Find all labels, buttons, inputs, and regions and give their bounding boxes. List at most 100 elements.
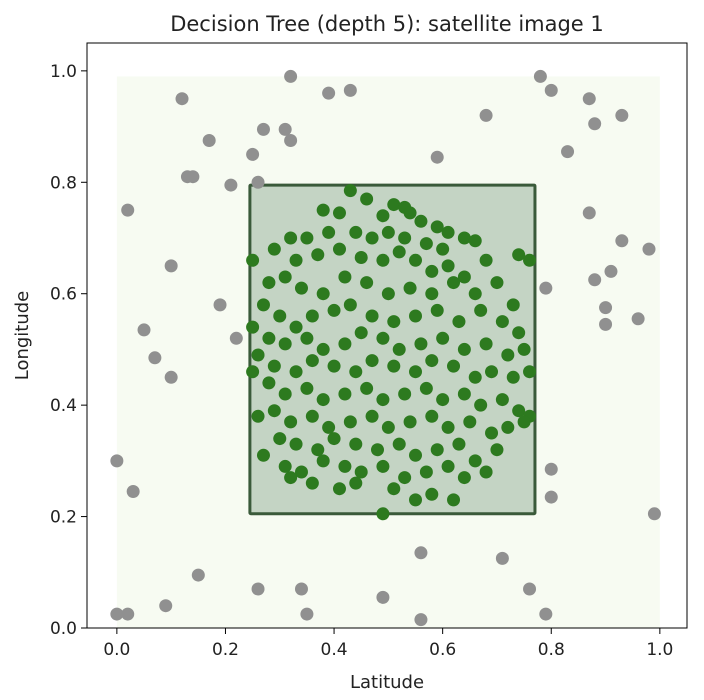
scatter-point-inside: [447, 359, 461, 373]
scatter-point-outside: [148, 351, 162, 365]
scatter-point-inside: [392, 342, 406, 356]
x-tick-label: 0.4: [321, 640, 348, 660]
scatter-point-inside: [501, 420, 515, 434]
scatter-point-inside: [365, 309, 379, 323]
scatter-point-inside: [289, 437, 303, 451]
y-tick-label: 0.8: [50, 173, 77, 193]
scatter-point-inside: [246, 365, 260, 379]
scatter-point-inside: [409, 365, 423, 379]
scatter-point-inside: [267, 359, 281, 373]
scatter-point-inside: [430, 220, 444, 234]
scatter-point-inside: [457, 231, 471, 245]
scatter-point-inside: [305, 309, 319, 323]
scatter-point-inside: [381, 225, 395, 239]
scatter-point-inside: [414, 337, 428, 351]
scatter-point-outside: [121, 607, 135, 621]
scatter-point-outside: [229, 331, 243, 345]
scatter-point-outside: [121, 203, 135, 217]
scatter-point-outside: [642, 242, 656, 256]
scatter-point-inside: [322, 420, 336, 434]
scatter-point-inside: [398, 387, 412, 401]
scatter-point-outside: [615, 234, 629, 248]
scatter-point-inside: [251, 409, 265, 423]
scatter-point-inside: [262, 331, 276, 345]
scatter-point-inside: [409, 253, 423, 267]
scatter-point-inside: [278, 337, 292, 351]
scatter-point-outside: [284, 69, 298, 83]
scatter-point-inside: [316, 342, 330, 356]
scatter-point-inside: [409, 493, 423, 507]
y-tick-label: 0.0: [50, 619, 77, 639]
decision-region: [248, 183, 537, 516]
scatter-point-inside: [273, 432, 287, 446]
x-tick-label: 1.0: [646, 640, 673, 660]
scatter-point-inside: [278, 459, 292, 473]
scatter-point-inside: [387, 315, 401, 329]
scatter-point-inside: [294, 465, 308, 479]
scatter-point-inside: [327, 303, 341, 317]
scatter-point-inside: [398, 471, 412, 485]
y-tick-label: 0.6: [50, 285, 77, 305]
scatter-point-inside: [305, 476, 319, 490]
scatter-point-outside: [615, 108, 629, 122]
scatter-point-inside: [463, 415, 477, 429]
scatter-point-inside: [457, 342, 471, 356]
scatter-point-inside: [430, 443, 444, 457]
scatter-point-inside: [354, 326, 368, 340]
scatter-point-inside: [349, 365, 363, 379]
scatter-point-outside: [224, 178, 238, 192]
scatter-point-outside: [322, 86, 336, 100]
scatter-point-inside: [349, 437, 363, 451]
scatter-point-outside: [582, 206, 596, 220]
scatter-point-inside: [479, 337, 493, 351]
scatter-point-inside: [294, 281, 308, 295]
scatter-point-inside: [251, 348, 265, 362]
scatter-point-inside: [267, 404, 281, 418]
scatter-point-inside: [479, 253, 493, 267]
scatter-point-inside: [262, 276, 276, 290]
scatter-point-inside: [506, 370, 520, 384]
scatter-point-inside: [425, 354, 439, 368]
scatter-point-inside: [256, 448, 270, 462]
scatter-point-inside: [316, 393, 330, 407]
scatter-point-inside: [278, 387, 292, 401]
scatter-point-inside: [365, 409, 379, 423]
scatter-point-outside: [159, 599, 173, 613]
scatter-point-inside: [425, 409, 439, 423]
y-tick-label: 0.2: [50, 508, 77, 528]
scatter-point-inside: [517, 415, 531, 429]
scatter-point-inside: [441, 420, 455, 434]
scatter-point-inside: [327, 359, 341, 373]
scatter-point-inside: [262, 376, 276, 390]
x-tick-label: 0.0: [103, 640, 130, 660]
scatter-point-outside: [186, 170, 200, 184]
scatter-point-inside: [436, 331, 450, 345]
scatter-point-inside: [457, 387, 471, 401]
scatter-point-inside: [327, 432, 341, 446]
chart-title: Decision Tree (depth 5): satellite image…: [170, 12, 604, 36]
scatter-point-inside: [387, 198, 401, 212]
scatter-point-inside: [387, 359, 401, 373]
scatter-point-outside: [414, 546, 428, 560]
scatter-point-outside: [588, 273, 602, 287]
scatter-point-outside: [251, 175, 265, 189]
scatter-point-inside: [354, 465, 368, 479]
scatter-point-inside: [343, 415, 357, 429]
scatter-point-inside: [376, 393, 390, 407]
x-tick-label: 0.2: [212, 640, 239, 660]
scatter-point-inside: [246, 320, 260, 334]
scatter-point-inside: [403, 415, 417, 429]
scatter-point-inside: [349, 476, 363, 490]
scatter-point-inside: [501, 348, 515, 362]
scatter-point-inside: [322, 225, 336, 239]
scatter-point-outside: [164, 370, 178, 384]
scatter-point-inside: [436, 393, 450, 407]
scatter-point-inside: [246, 253, 260, 267]
scatter-point-inside: [332, 482, 346, 496]
scatter-point-inside: [398, 231, 412, 245]
plot-area: [86, 42, 688, 629]
scatter-point-inside: [403, 206, 417, 220]
scatter-point-inside: [278, 270, 292, 284]
scatter-point-inside: [523, 365, 537, 379]
